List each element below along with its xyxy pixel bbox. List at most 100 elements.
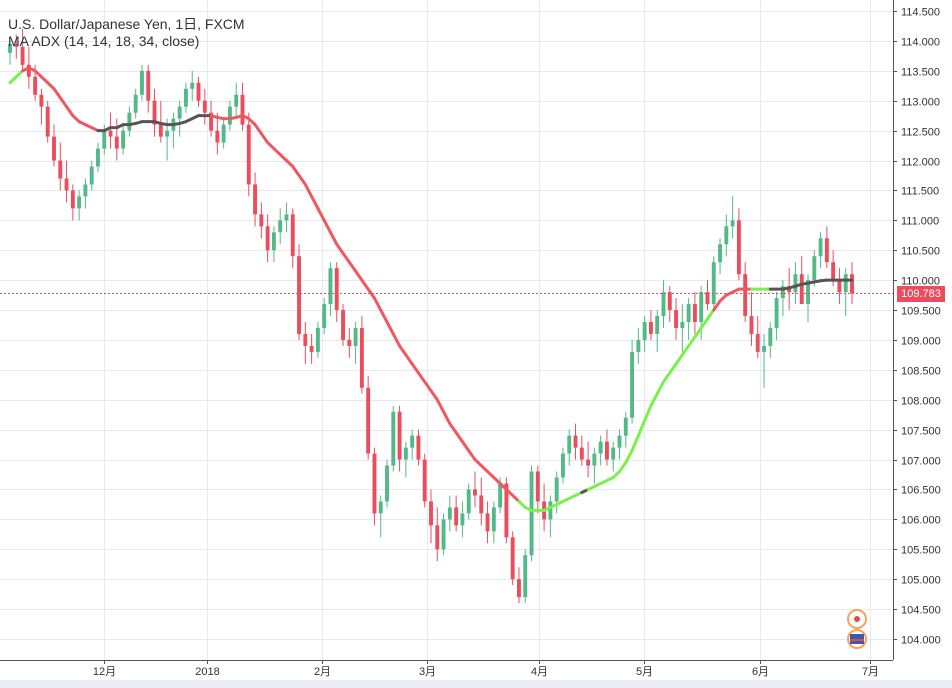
candle [108,112,113,149]
candle [837,268,842,305]
last-price-tag: 109.783 [897,285,945,302]
ma-segment [435,398,446,414]
candle [460,501,465,538]
candle [561,447,565,484]
time-tick-label: 5月 [636,666,653,678]
economic-events-icon[interactable] [845,608,885,658]
candle [8,40,12,65]
candle [604,429,609,466]
candle [378,495,383,538]
price-tick-label: 114.500 [901,7,940,19]
ma-segment [58,96,69,109]
ma-segment [303,182,314,198]
candle [410,429,415,460]
candle [435,507,440,562]
candle [667,286,672,323]
price-axis[interactable]: 114.500 114.000 113.500 113.000 112.500 112.0… [893,7,941,647]
candle [447,495,452,532]
chart-grid [0,0,893,660]
candle [366,375,371,460]
ma-segment [341,251,351,264]
candle [586,441,591,478]
candle [724,214,729,257]
candle [441,513,446,556]
chart-title: U.S. Dollar/Japanese Yen, 1日, FXCM [8,16,245,32]
candle [523,549,528,604]
ma-segment [624,449,634,465]
candle [114,118,119,161]
candle [454,495,459,532]
ma-segment [391,332,402,348]
price-tick-label: 113.000 [901,97,940,109]
price-tick-label: 111.000 [901,216,939,228]
candle [548,495,553,538]
time-tick-label: 7月 [862,666,879,678]
candle [372,447,377,526]
price-tick-label: 109.000 [901,336,941,348]
time-tick-label: 2018 [195,666,219,678]
ma-segment [429,389,439,402]
price-tick-label: 104.500 [901,605,941,617]
candle [636,327,641,364]
candle [77,190,82,221]
candle [749,292,754,346]
ma-segment [259,132,270,145]
ma-segment [416,371,427,384]
ma-segment [643,404,653,423]
ma-segment [699,317,709,330]
candle [762,333,766,388]
candle [736,208,741,281]
candle [535,465,540,514]
candle [158,100,163,143]
candle [793,262,798,305]
indicator-label[interactable]: MA ADX (14, 14, 18, 34, close) [8,33,200,49]
ma-segment [297,173,307,186]
candle [422,453,427,508]
candle [183,82,188,113]
candle [617,429,622,460]
time-axis[interactable]: 12月 2018 2月 3月 4月 5月 6月 7月 [93,660,879,678]
time-tick-label: 6月 [752,666,769,678]
bottom-scroll-bar[interactable] [0,680,952,688]
candle [630,339,635,424]
price-tick-label: 104.000 [901,635,941,647]
candle [686,298,691,340]
ma-segment [335,242,345,255]
candle [315,322,320,358]
candle [20,28,25,71]
candle [246,112,251,197]
ma-segment [687,335,697,348]
ma-segment [316,206,326,222]
candle [309,333,314,364]
candle [284,202,289,233]
candle [774,292,779,340]
candle [45,100,50,143]
ma-segment [630,434,640,453]
candle [648,310,653,340]
candle [824,226,829,269]
candle [303,322,308,364]
candle [334,262,339,323]
time-tick-label: 2月 [314,666,331,678]
candle [322,298,327,334]
candle [70,184,75,221]
candle [140,64,144,101]
time-tick-label: 3月 [419,666,436,678]
candles-layer [8,28,854,604]
candle [359,316,364,394]
candle [510,531,515,586]
candle [730,196,735,239]
candle [711,256,716,311]
candle [416,429,421,466]
candle [768,322,773,358]
candle [623,411,628,448]
ma-segment [379,308,389,324]
candle [64,160,69,203]
ma-segment [454,431,464,444]
ma-segment [253,123,263,136]
candle [573,423,578,460]
ma-segment [354,269,364,282]
ma-segment [310,194,320,210]
ma-segment [291,165,301,177]
